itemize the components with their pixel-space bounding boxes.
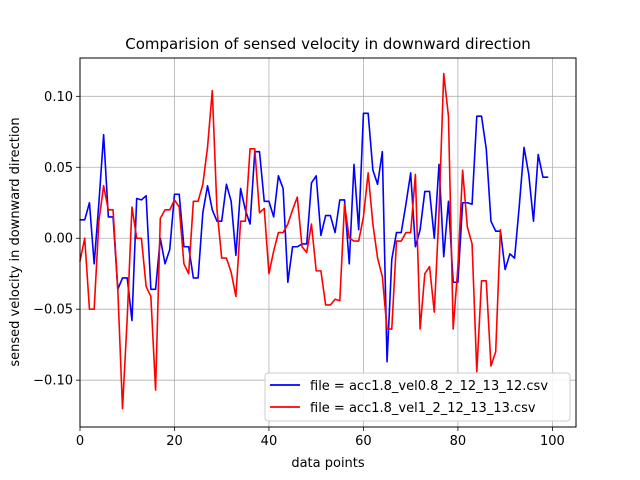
series-line-0 <box>79 112 549 363</box>
x-tick-label: 20 <box>166 434 183 449</box>
y-axis-label: sensed velocity in downward direction <box>8 117 23 366</box>
series-group <box>79 72 549 410</box>
y-tick-label: 0.00 <box>44 232 73 247</box>
legend-label-series-0: file = acc1.8_vel0.8_2_12_13_12.csv <box>310 379 548 394</box>
chart-title: Comparision of sensed velocity in downwa… <box>125 35 531 53</box>
legend-box <box>264 372 571 422</box>
y-tick-label: −0.05 <box>33 303 73 318</box>
x-axis: 0 20 40 60 80 100 <box>76 427 565 449</box>
x-axis-label: data points <box>291 456 365 471</box>
grid <box>79 58 576 427</box>
y-tick-label: 0.10 <box>44 90 73 105</box>
x-tick-label: 60 <box>355 434 372 449</box>
y-axis: −0.10 −0.05 0.00 0.05 0.10 <box>33 90 80 389</box>
x-tick-label: 80 <box>450 434 467 449</box>
legend-label-series-1: file = acc1.8_vel1_2_12_13_13.csv <box>310 401 536 416</box>
x-tick-label: 40 <box>261 434 278 449</box>
y-tick-label: −0.10 <box>33 374 73 389</box>
y-tick-label: 0.05 <box>44 161 73 176</box>
x-tick-label: 100 <box>540 434 565 449</box>
x-tick-label: 0 <box>76 434 84 449</box>
legend: file = acc1.8_vel0.8_2_12_13_12.csv file… <box>264 372 571 422</box>
plot-frame <box>79 57 577 428</box>
series-line-1 <box>79 72 502 410</box>
